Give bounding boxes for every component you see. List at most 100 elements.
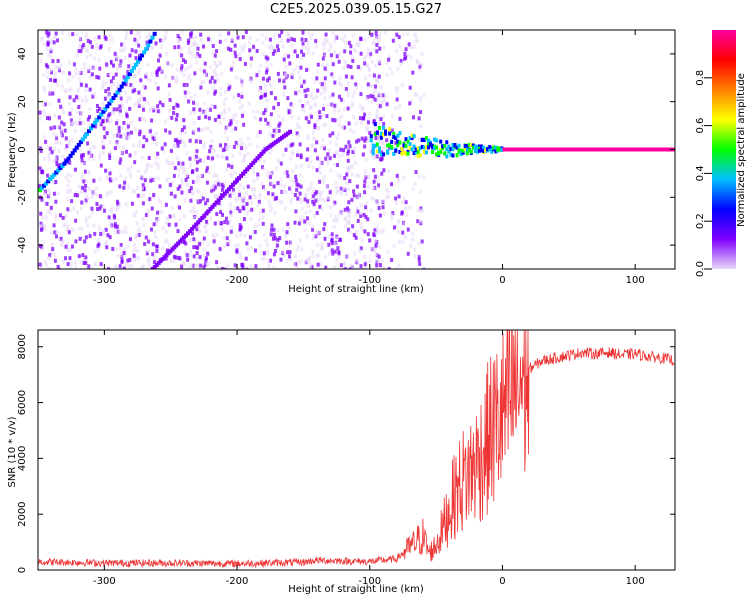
spectrogram-noise-cell (233, 43, 237, 48)
spectrogram-noise-cell (296, 244, 300, 249)
spectrogram-mark (78, 140, 83, 145)
spectrogram-noise-cell (197, 116, 201, 121)
spectrogram-mark (534, 147, 538, 152)
spectrogram-noise-cell (331, 92, 335, 97)
spectrogram-noise-cell (194, 245, 198, 250)
spectrogram-noise-cell (98, 206, 102, 211)
spectrogram-noise-cell (107, 267, 111, 269)
spectrogram-mark (386, 143, 390, 148)
spectrogram-noise-cell (92, 178, 96, 183)
spectrogram-noise-cell (257, 222, 261, 227)
spectrogram-noise-cell (113, 222, 117, 227)
spectrogram-noise-cell (406, 251, 410, 256)
spectrogram-noise-cell (338, 94, 342, 99)
spectrogram-noise-cell (199, 38, 203, 43)
spectrogram-noise-cell (229, 213, 233, 218)
spectrogram-noise-cell (240, 146, 244, 151)
spectrogram-noise-cell (258, 158, 262, 163)
spectrogram-noise-cell (139, 267, 143, 269)
spectrogram-noise-cell (377, 254, 381, 259)
spectrogram-noise-cell (265, 243, 269, 248)
spectrogram-mark (480, 144, 484, 149)
spectrogram-noise-cell (205, 166, 209, 171)
spectrogram-noise-cell (369, 94, 373, 99)
spectrogram-noise-cell (364, 215, 368, 220)
spectrogram-noise-cell (334, 142, 338, 147)
spectrogram-noise-cell (248, 195, 252, 200)
spectrogram-noise-cell (229, 201, 233, 206)
spectrogram-noise-cell (187, 265, 191, 269)
spectrogram-mark (402, 143, 406, 148)
spectrogram-noise-cell (344, 74, 348, 79)
spectrogram-noise-cell (296, 196, 300, 201)
spectrogram-noise-cell (311, 227, 315, 232)
spectrogram-noise-cell (48, 150, 52, 155)
spectrogram-noise-cell (263, 108, 267, 113)
spectrogram-noise-cell (192, 205, 196, 210)
spectrogram-mark (150, 35, 155, 40)
spectrogram-noise-cell (66, 262, 70, 267)
spectrogram-noise-cell (372, 73, 376, 78)
spectrogram-mark (445, 140, 449, 145)
snr-data-point (555, 357, 557, 359)
spectrogram-noise-cell (279, 161, 283, 166)
spectrogram-noise-cell (51, 59, 55, 64)
spectrogram-noise-cell (249, 63, 253, 68)
spectrogram-mark (530, 147, 534, 152)
spectrogram-noise-cell (124, 230, 128, 235)
spectrogram-noise-cell (130, 62, 134, 67)
spectrogram-mark (657, 147, 661, 152)
spectrogram-noise-cell (211, 233, 215, 238)
spectrogram-noise-cell (262, 159, 266, 164)
spectrogram-noise-cell (88, 53, 92, 58)
spectrogram-mark (377, 126, 381, 131)
spectrogram-noise-cell (85, 55, 89, 60)
spectrogram-noise-cell (208, 149, 212, 154)
spectrogram-noise-cell (387, 266, 391, 269)
spectrogram-noise-cell (110, 176, 114, 181)
spectrogram-noise-cell (123, 90, 127, 95)
spectrogram-noise-cell (333, 80, 337, 85)
spectrogram-mark (544, 147, 548, 152)
spectrogram-noise-cell (345, 206, 349, 211)
snr-x-tick-label: -100 (358, 576, 381, 587)
spectrogram-noise-cell (132, 249, 136, 254)
spectrogram-noise-cell (396, 178, 400, 183)
spectrogram-noise-cell (198, 139, 202, 144)
spectrogram-noise-cell (94, 192, 98, 197)
spectrogram-noise-cell (370, 84, 374, 89)
spectrogram-noise-cell (129, 30, 133, 35)
spectrogram-noise-cell (79, 260, 83, 265)
spectrogram-noise-cell (199, 32, 203, 37)
spectrogram-noise-cell (128, 53, 132, 58)
spectrogram-noise-cell (65, 144, 69, 149)
spectrogram-noise-cell (269, 43, 273, 48)
snr-y-tick-label: 0 (17, 567, 28, 573)
spectrogram-noise-cell (145, 162, 149, 167)
spectrogram-noise-cell (108, 153, 112, 158)
spectrogram-mark (422, 149, 426, 154)
spectrogram-noise-cell (84, 179, 88, 184)
spectrogram-noise-cell (318, 165, 322, 170)
spectrogram-noise-cell (195, 250, 199, 255)
spectrogram-noise-cell (404, 55, 408, 60)
spectrogram-mark (449, 147, 453, 152)
spectrogram-noise-cell (238, 252, 242, 257)
spectrogram-noise-cell (196, 155, 200, 160)
snr-data-point (634, 353, 636, 355)
spectrogram-noise-cell (73, 260, 77, 265)
spectrogram-noise-cell (40, 36, 44, 41)
spectrogram-noise-cell (172, 259, 176, 264)
spectrogram-mark (629, 147, 633, 152)
spectrogram-noise-cell (213, 79, 217, 84)
spectrogram-noise-cell (232, 114, 236, 119)
spectrogram-noise-cell (143, 117, 147, 122)
spectrogram-noise-cell (306, 199, 310, 204)
spectrogram-noise-cell (88, 147, 92, 152)
spectrogram-noise-cell (238, 137, 242, 142)
spectrogram-noise-cell (108, 150, 112, 155)
spectrogram-noise-cell (175, 112, 179, 117)
spectrogram-noise-cell (91, 94, 95, 99)
spectrogram-noise-cell (51, 247, 55, 252)
spectrogram-noise-cell (409, 243, 413, 248)
